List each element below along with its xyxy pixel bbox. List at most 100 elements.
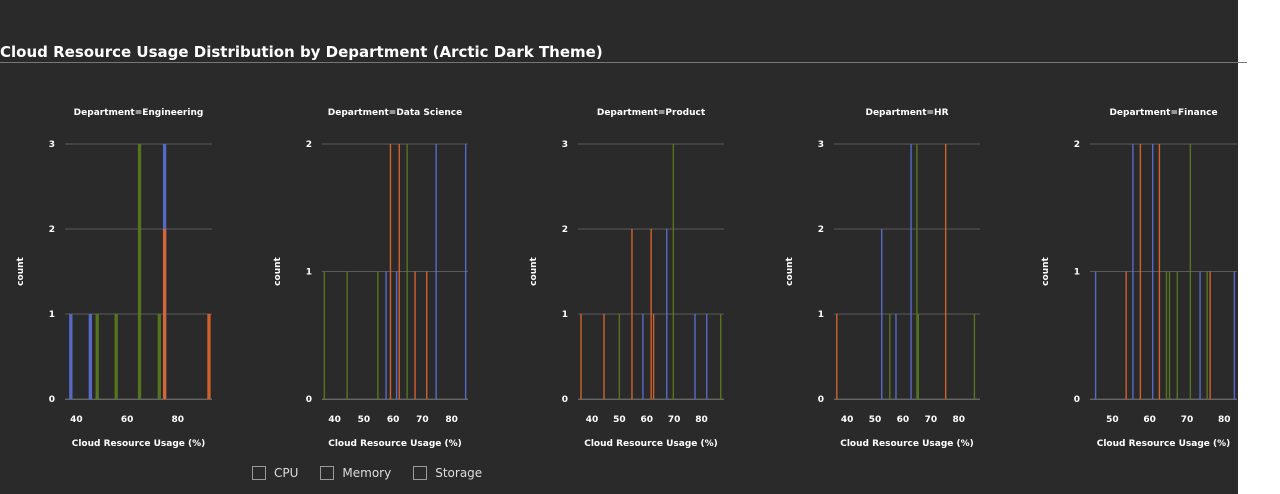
legend-checkbox-storage[interactable] [413,466,428,480]
panel-1-ytick-label-1: 1 [49,310,55,320]
dashboard-panel: Cloud Resource Usage Distribution by Dep… [0,0,1247,494]
panel-4-bar-storage-2 [889,314,891,399]
panel-1-ytick-label-2: 2 [49,225,55,235]
panel-4-xtick-label-3: 70 [925,415,938,425]
panel-3-bar-memory-1 [603,314,605,399]
legend-checkbox-memory[interactable] [320,466,335,480]
panel-5-xtick-label-3: 80 [1218,415,1231,425]
panel-3-xtick-label-2: 60 [640,415,653,425]
panel-1-ytick-label-3: 3 [49,140,55,150]
panel-1-bar-memory-7 [162,229,167,399]
panel-5-bar-memory-12 [1209,271,1211,399]
panel-5-xtick-label-0: 50 [1106,415,1119,425]
panel-3-xtick-label-0: 40 [586,415,599,425]
panel-2-bar-memory-8 [414,271,416,399]
panel-2-bar-storage-0 [323,271,326,399]
legend-item-memory[interactable]: Memory [320,466,391,480]
panel-1-bar-memory-8 [207,314,211,399]
panel-4-bar-memory-0 [836,314,838,399]
panel-5-bar-cpu-4 [1151,144,1154,399]
panel-4-bar-memory-7 [944,144,947,399]
panel-3-bar-memory-5 [650,229,652,399]
panel-4-bar-cpu-3 [895,314,897,399]
panel-5-bar-storage-8 [1176,271,1179,399]
panel-5-bar-storage-9 [1189,144,1192,399]
panel-5-title: Department=Finance [1109,108,1217,118]
panel-4-y-axis-label: count [785,256,795,285]
panel-5-bar-cpu-10 [1199,271,1201,399]
panel-3-bar-cpu-9 [694,314,696,399]
legend-label-cpu: CPU [274,466,299,480]
panel-5-ytick-label-2: 2 [1074,140,1080,150]
panel-1-title: Department=Engineering [74,108,204,118]
panel-3-y-axis-label: count [529,256,539,285]
panel-4-xtick-label-2: 60 [897,415,910,425]
legend-item-storage[interactable]: Storage [413,466,482,480]
legend-label-memory: Memory [342,466,392,480]
panel-1-xtick-label-1: 60 [121,415,134,425]
legend: CPU Memory Storage [252,466,504,480]
panel-3-bar-memory-3 [631,229,633,399]
panel-1-ytick-label-0: 0 [49,395,55,405]
panel-3-bar-cpu-10 [706,314,708,399]
panel-1-x-axis-label: Cloud Resource Usage (%) [72,439,206,449]
panel-3-title: Department=Product [597,108,706,118]
panel-4-bar-cpu-1 [881,229,883,399]
panel-3-ytick-label-2: 2 [562,225,568,235]
panel-4-xtick-label-4: 80 [953,415,966,425]
panel-4-ytick-label-0: 0 [818,395,824,405]
panel-2-bar-cpu-10 [435,144,437,399]
panel-2-bar-memory-9 [426,271,428,399]
panel-2-bar-storage-2 [377,271,379,399]
panel-3-xtick-label-1: 50 [613,415,626,425]
panel-2-bar-cpu-11 [464,144,467,399]
panel-3-bar-storage-11 [720,314,722,399]
panel-1-bar-cpu-0 [69,314,73,399]
panel-1-y-axis-label: count [16,256,26,285]
panel-5-y-axis-label: count [1041,256,1051,285]
panel-1-bar-storage-5 [157,314,161,399]
panel-3-bar-storage-2 [618,314,621,399]
panel-5-bar-storage-11 [1206,271,1208,399]
legend-label-storage: Storage [435,466,483,480]
panel-2-bar-storage-7 [406,144,408,399]
panel-2-bar-cpu-3 [385,271,387,399]
panel-5-xtick-label-1: 60 [1143,415,1156,425]
panel-2-bar-cpu-5 [395,271,398,399]
panel-2-xtick-label-3: 70 [416,415,429,425]
panel-5-ytick-label-1: 1 [1074,268,1080,278]
panel-4-title: Department=HR [865,108,948,118]
panel-3-xtick-label-4: 80 [695,415,708,425]
panel-2-title: Department=Data Science [328,108,462,118]
panel-3-x-axis-label: Cloud Resource Usage (%) [584,439,718,449]
legend-item-cpu[interactable]: CPU [252,466,298,480]
panel-2-bar-memory-4 [389,144,392,399]
panel-3-bar-memory-6 [652,314,655,399]
panel-3-xtick-label-3: 70 [668,415,681,425]
panel-3-bar-storage-8 [672,144,675,399]
panel-5-bar-cpu-0 [1094,271,1097,399]
panel-5-x-axis-label: Cloud Resource Usage (%) [1097,439,1231,449]
panel-1-bar-storage-4 [137,144,142,399]
panel-4-xtick-label-1: 50 [869,415,882,425]
panel-5-bar-memory-1 [1125,271,1127,399]
panel-2-xtick-label-0: 40 [328,415,341,425]
panel-2-ytick-label-2: 2 [306,140,312,150]
chart-title: Cloud Resource Usage Distribution by Dep… [0,43,603,61]
panel-4-x-axis-label: Cloud Resource Usage (%) [840,439,974,449]
panel-2-bar-storage-1 [346,271,348,399]
panel-1-xtick-label-0: 40 [70,415,83,425]
panel-5-bar-cpu-2 [1132,144,1134,399]
panel-5-ytick-label-0: 0 [1074,395,1080,405]
panel-1-bar-storage-2 [95,314,99,399]
panel-4-bar-storage-8 [973,314,976,399]
panel-4-bar-storage-6 [917,314,920,399]
panel-2-ytick-label-0: 0 [306,395,312,405]
faceted-histogram-charts: Department=Engineering 0 1 2 3 40 60 80 Cloud Re… [16,108,1237,449]
panel-5-bar-memory-5 [1158,144,1161,399]
panel-1-bar-storage-3 [114,314,118,399]
panel-2-xtick-label-4: 80 [445,415,458,425]
legend-checkbox-cpu[interactable] [252,466,266,480]
panel-4-ytick-label-1: 1 [818,310,824,320]
panel-5-bar-memory-3 [1139,144,1142,399]
